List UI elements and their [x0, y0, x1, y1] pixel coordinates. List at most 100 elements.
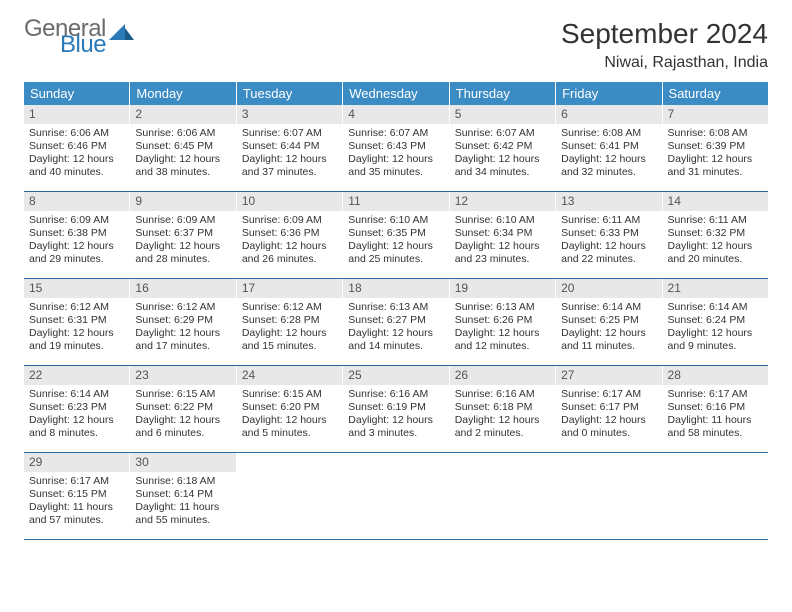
- daylight-text: Daylight: 12 hours and 20 minutes.: [668, 240, 763, 266]
- daylight-text: Daylight: 11 hours and 55 minutes.: [135, 501, 230, 527]
- day-number: 7: [663, 105, 768, 124]
- sunrise-text: Sunrise: 6:12 AM: [29, 301, 124, 314]
- daylight-text: Daylight: 12 hours and 5 minutes.: [242, 414, 337, 440]
- sunset-text: Sunset: 6:20 PM: [242, 401, 337, 414]
- calendar-week: 15Sunrise: 6:12 AMSunset: 6:31 PMDayligh…: [24, 279, 768, 366]
- sunset-text: Sunset: 6:19 PM: [348, 401, 443, 414]
- sunrise-text: Sunrise: 6:17 AM: [668, 388, 763, 401]
- daylight-text: Daylight: 11 hours and 58 minutes.: [668, 414, 763, 440]
- sunrise-text: Sunrise: 6:06 AM: [29, 127, 124, 140]
- sunrise-text: Sunrise: 6:14 AM: [668, 301, 763, 314]
- location: Niwai, Rajasthan, India: [561, 54, 768, 72]
- day-number: 12: [450, 192, 555, 211]
- day-body: Sunrise: 6:14 AMSunset: 6:23 PMDaylight:…: [24, 385, 129, 446]
- sunrise-text: Sunrise: 6:10 AM: [348, 214, 443, 227]
- sunrise-text: Sunrise: 6:07 AM: [242, 127, 337, 140]
- day-body: Sunrise: 6:10 AMSunset: 6:35 PMDaylight:…: [343, 211, 448, 272]
- title-block: September 2024 Niwai, Rajasthan, India: [561, 18, 768, 72]
- day-number: 10: [237, 192, 342, 211]
- sunset-text: Sunset: 6:15 PM: [29, 488, 124, 501]
- calendar-day: 27Sunrise: 6:17 AMSunset: 6:17 PMDayligh…: [556, 366, 662, 452]
- day-body: Sunrise: 6:16 AMSunset: 6:18 PMDaylight:…: [450, 385, 555, 446]
- sunset-text: Sunset: 6:24 PM: [668, 314, 763, 327]
- sunset-text: Sunset: 6:33 PM: [561, 227, 656, 240]
- calendar-day-empty: [556, 453, 662, 539]
- daylight-text: Daylight: 12 hours and 26 minutes.: [242, 240, 337, 266]
- sunset-text: Sunset: 6:28 PM: [242, 314, 337, 327]
- calendar-week: 1Sunrise: 6:06 AMSunset: 6:46 PMDaylight…: [24, 105, 768, 192]
- calendar-day-empty: [663, 453, 768, 539]
- day-number: 29: [24, 453, 129, 472]
- sunset-text: Sunset: 6:44 PM: [242, 140, 337, 153]
- day-number: 28: [663, 366, 768, 385]
- daylight-text: Daylight: 12 hours and 34 minutes.: [455, 153, 550, 179]
- sunset-text: Sunset: 6:31 PM: [29, 314, 124, 327]
- calendar-day: 4Sunrise: 6:07 AMSunset: 6:43 PMDaylight…: [343, 105, 449, 191]
- calendar-day: 26Sunrise: 6:16 AMSunset: 6:18 PMDayligh…: [450, 366, 556, 452]
- day-number: 18: [343, 279, 448, 298]
- daylight-text: Daylight: 12 hours and 28 minutes.: [135, 240, 230, 266]
- sunrise-text: Sunrise: 6:12 AM: [242, 301, 337, 314]
- sunset-text: Sunset: 6:34 PM: [455, 227, 550, 240]
- calendar-day: 22Sunrise: 6:14 AMSunset: 6:23 PMDayligh…: [24, 366, 130, 452]
- sunrise-text: Sunrise: 6:14 AM: [29, 388, 124, 401]
- calendar-day: 18Sunrise: 6:13 AMSunset: 6:27 PMDayligh…: [343, 279, 449, 365]
- sunrise-text: Sunrise: 6:14 AM: [561, 301, 656, 314]
- daylight-text: Daylight: 11 hours and 57 minutes.: [29, 501, 124, 527]
- day-body: Sunrise: 6:17 AMSunset: 6:17 PMDaylight:…: [556, 385, 661, 446]
- sunset-text: Sunset: 6:29 PM: [135, 314, 230, 327]
- sunset-text: Sunset: 6:45 PM: [135, 140, 230, 153]
- weekday-header: Sunday: [24, 82, 130, 105]
- sunrise-text: Sunrise: 6:10 AM: [455, 214, 550, 227]
- sunset-text: Sunset: 6:35 PM: [348, 227, 443, 240]
- day-number: 19: [450, 279, 555, 298]
- sunset-text: Sunset: 6:26 PM: [455, 314, 550, 327]
- sunrise-text: Sunrise: 6:09 AM: [135, 214, 230, 227]
- sunrise-text: Sunrise: 6:06 AM: [135, 127, 230, 140]
- sunset-text: Sunset: 6:36 PM: [242, 227, 337, 240]
- calendar: SundayMondayTuesdayWednesdayThursdayFrid…: [24, 82, 768, 540]
- day-number: 9: [130, 192, 235, 211]
- day-body: Sunrise: 6:12 AMSunset: 6:28 PMDaylight:…: [237, 298, 342, 359]
- day-body: Sunrise: 6:09 AMSunset: 6:37 PMDaylight:…: [130, 211, 235, 272]
- daylight-text: Daylight: 12 hours and 31 minutes.: [668, 153, 763, 179]
- calendar-day: 17Sunrise: 6:12 AMSunset: 6:28 PMDayligh…: [237, 279, 343, 365]
- day-body: Sunrise: 6:17 AMSunset: 6:15 PMDaylight:…: [24, 472, 129, 533]
- calendar-day: 9Sunrise: 6:09 AMSunset: 6:37 PMDaylight…: [130, 192, 236, 278]
- daylight-text: Daylight: 12 hours and 8 minutes.: [29, 414, 124, 440]
- sunrise-text: Sunrise: 6:13 AM: [348, 301, 443, 314]
- sunrise-text: Sunrise: 6:16 AM: [348, 388, 443, 401]
- day-body: Sunrise: 6:09 AMSunset: 6:36 PMDaylight:…: [237, 211, 342, 272]
- weekday-header: Monday: [130, 82, 236, 105]
- day-body: Sunrise: 6:07 AMSunset: 6:43 PMDaylight:…: [343, 124, 448, 185]
- day-body: Sunrise: 6:07 AMSunset: 6:44 PMDaylight:…: [237, 124, 342, 185]
- day-number: 8: [24, 192, 129, 211]
- sunset-text: Sunset: 6:37 PM: [135, 227, 230, 240]
- sunrise-text: Sunrise: 6:17 AM: [561, 388, 656, 401]
- sunset-text: Sunset: 6:46 PM: [29, 140, 124, 153]
- sunrise-text: Sunrise: 6:12 AM: [135, 301, 230, 314]
- calendar-day-empty: [237, 453, 343, 539]
- daylight-text: Daylight: 12 hours and 6 minutes.: [135, 414, 230, 440]
- day-number: 17: [237, 279, 342, 298]
- day-body: Sunrise: 6:18 AMSunset: 6:14 PMDaylight:…: [130, 472, 235, 533]
- daylight-text: Daylight: 12 hours and 25 minutes.: [348, 240, 443, 266]
- sunset-text: Sunset: 6:25 PM: [561, 314, 656, 327]
- day-body: Sunrise: 6:06 AMSunset: 6:45 PMDaylight:…: [130, 124, 235, 185]
- sunrise-text: Sunrise: 6:15 AM: [135, 388, 230, 401]
- day-number: 5: [450, 105, 555, 124]
- calendar-day: 14Sunrise: 6:11 AMSunset: 6:32 PMDayligh…: [663, 192, 768, 278]
- day-body: Sunrise: 6:15 AMSunset: 6:22 PMDaylight:…: [130, 385, 235, 446]
- sunset-text: Sunset: 6:43 PM: [348, 140, 443, 153]
- sunset-text: Sunset: 6:39 PM: [668, 140, 763, 153]
- day-body: Sunrise: 6:06 AMSunset: 6:46 PMDaylight:…: [24, 124, 129, 185]
- day-number: 27: [556, 366, 661, 385]
- daylight-text: Daylight: 12 hours and 22 minutes.: [561, 240, 656, 266]
- day-body: Sunrise: 6:14 AMSunset: 6:25 PMDaylight:…: [556, 298, 661, 359]
- month-title: September 2024: [561, 18, 768, 50]
- calendar-day: 28Sunrise: 6:17 AMSunset: 6:16 PMDayligh…: [663, 366, 768, 452]
- sunset-text: Sunset: 6:32 PM: [668, 227, 763, 240]
- sunrise-text: Sunrise: 6:18 AM: [135, 475, 230, 488]
- day-number: 26: [450, 366, 555, 385]
- daylight-text: Daylight: 12 hours and 35 minutes.: [348, 153, 443, 179]
